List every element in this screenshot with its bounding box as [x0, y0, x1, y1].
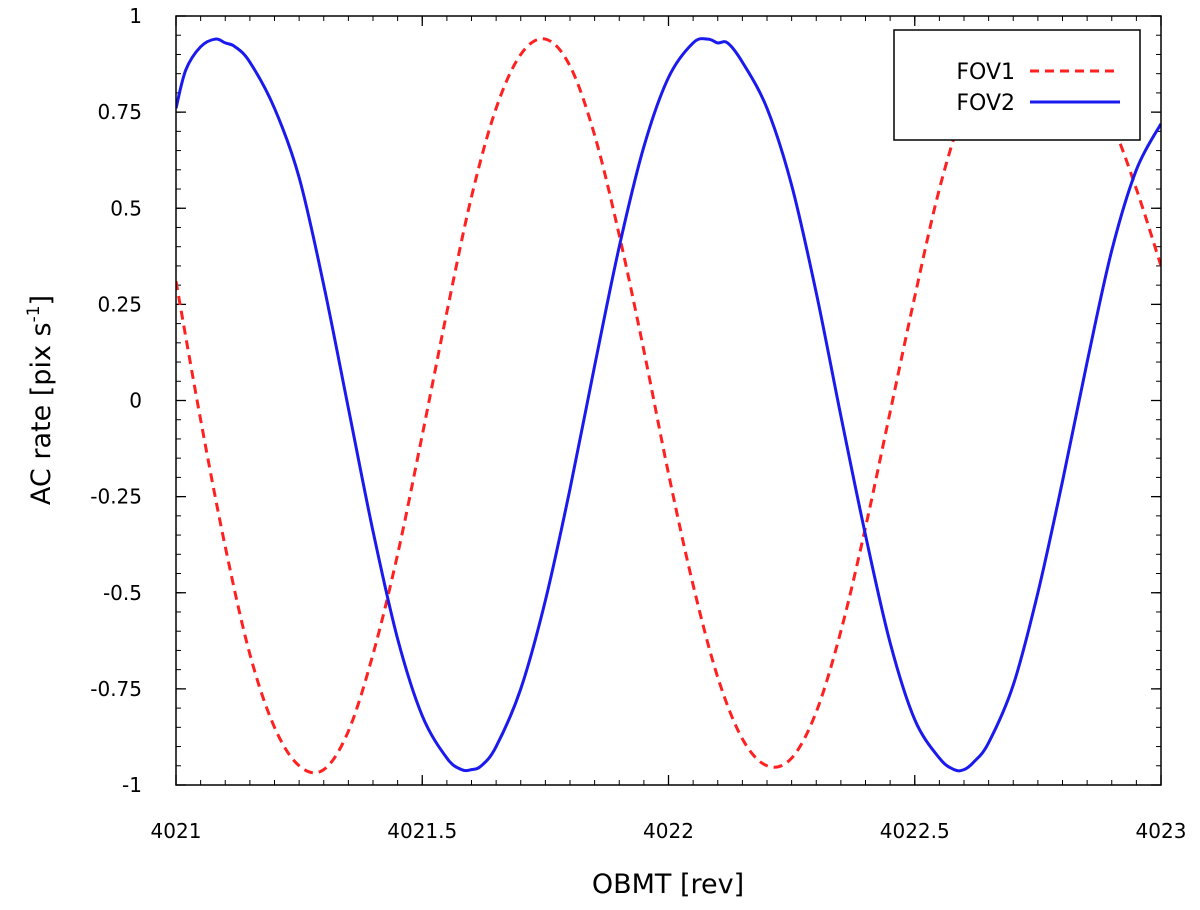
y-axis-title-main: AC rate [pix s	[26, 322, 57, 505]
x-tick-label: 4021.5	[387, 819, 457, 843]
y-tick-label: 0.25	[97, 292, 142, 316]
y-axis-title-superscript: -1	[24, 305, 44, 322]
minor-ticks	[175, 15, 1162, 786]
x-tick-label: 4022.5	[880, 819, 950, 843]
legend-label-fov1: FOV1	[956, 60, 1015, 85]
legend: FOV1 FOV2	[893, 29, 1141, 141]
y-tick-label: -0.75	[90, 677, 142, 701]
x-axis-title: OBMT [rev]	[592, 869, 744, 900]
x-tick-labels: 4021 4021.5 4022 4022.5 4023	[151, 819, 1187, 843]
y-tick-label: -0.5	[103, 581, 142, 605]
y-tick-label: 0.75	[97, 100, 142, 124]
y-tick-label: -1	[122, 773, 142, 797]
x-tick-label: 4021	[151, 819, 202, 843]
y-tick-label: 0	[129, 389, 142, 413]
y-tick-label: 0.5	[110, 196, 142, 220]
x-tick-label: 4022	[643, 819, 694, 843]
y-tick-label: -0.25	[90, 485, 142, 509]
plot-frame	[175, 15, 1162, 786]
series-line-fov2	[176, 37, 1161, 773]
y-axis-title-close: ]	[26, 295, 57, 306]
y-tick-labels: -1 -0.75 -0.5 -0.25 0 0.25 0.5 0.75 1	[90, 4, 142, 797]
legend-box	[893, 29, 1141, 141]
y-axis-title: AC rate [pix s-1]	[24, 295, 57, 505]
y-tick-label: 1	[129, 4, 142, 28]
x-tick-label: 4023	[1136, 819, 1187, 843]
legend-label-fov2: FOV2	[956, 91, 1015, 116]
